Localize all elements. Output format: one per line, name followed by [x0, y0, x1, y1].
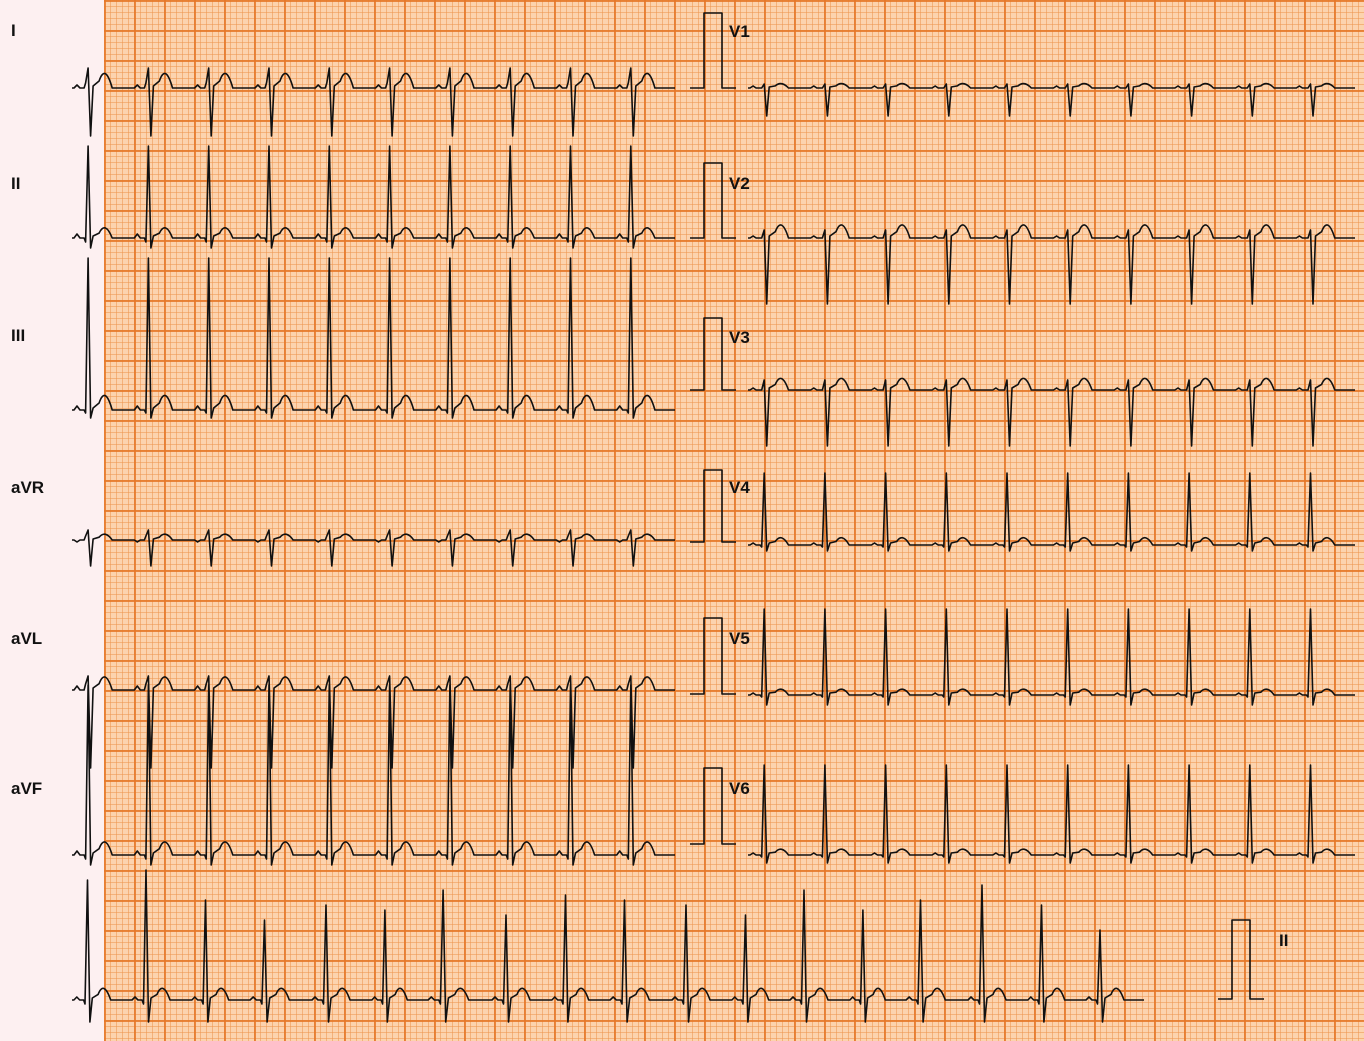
lead-label-V1: V1: [729, 22, 750, 41]
trace-lead-aVR: [72, 529, 675, 567]
trace-lead-V2: [748, 224, 1355, 305]
trace-lead-II: [72, 145, 675, 249]
trace-lead-V6: [748, 764, 1355, 864]
trace-lead-V1: [748, 82, 1355, 117]
lead-label-V3: V3: [729, 328, 750, 347]
lead-label-V5: V5: [729, 629, 750, 648]
lead-label-III: III: [11, 326, 26, 345]
lead-label-II: II: [11, 174, 21, 193]
trace-rhythm-II: [72, 869, 1144, 1023]
calibration-pulse-V3: [690, 317, 736, 391]
calibration-pulse-rhythm: [1218, 919, 1264, 1000]
trace-lead-aVF: [72, 684, 675, 866]
calibration-pulse-V5: [690, 617, 736, 695]
trace-lead-aVL: [72, 675, 675, 769]
lead-label-V6: V6: [729, 779, 750, 798]
calibration-pulse-V4: [690, 469, 736, 543]
calibration-pulse-V6: [690, 767, 736, 845]
trace-lead-I: [72, 67, 675, 137]
lead-label-aVL: aVL: [11, 629, 43, 648]
lead-label-V2: V2: [729, 174, 750, 193]
ecg-grid-paper: [104, 0, 1364, 1041]
trace-lead-V3: [748, 377, 1355, 447]
calibration-pulse-V2: [690, 162, 736, 239]
calibration-pulse-V1: [690, 12, 736, 89]
lead-label-aVR: aVR: [11, 478, 45, 497]
trace-lead-V4: [748, 472, 1355, 552]
lead-label-aVF: aVF: [11, 779, 43, 798]
lead-label-I: I: [11, 21, 16, 40]
lead-label-rhythm-II: II: [1279, 931, 1289, 950]
lead-label-V4: V4: [729, 478, 750, 497]
trace-lead-III: [72, 257, 675, 419]
trace-lead-V5: [748, 608, 1355, 706]
